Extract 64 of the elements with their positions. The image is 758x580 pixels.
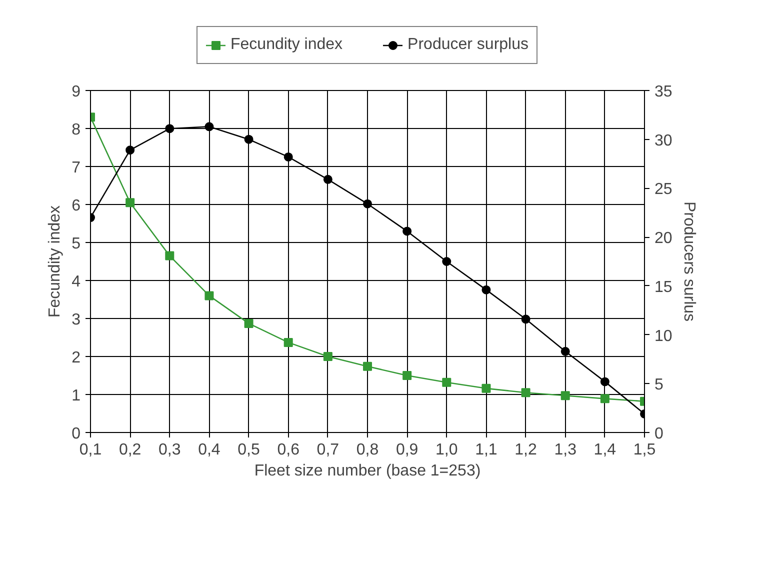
y2-tick-label: 25 bbox=[654, 181, 672, 198]
x-tick-label: 1,5 bbox=[633, 442, 656, 458]
y2-tick-label: 35 bbox=[654, 84, 672, 100]
point bbox=[204, 122, 214, 132]
y2-tick-label: 5 bbox=[654, 376, 664, 394]
x-tick-label: 0,8 bbox=[356, 442, 379, 458]
point bbox=[165, 124, 174, 134]
point bbox=[244, 318, 254, 328]
x-tick-label: 0,6 bbox=[277, 442, 300, 458]
point bbox=[521, 314, 530, 324]
x-tick-label: 1,1 bbox=[475, 442, 498, 458]
y-tick-label: 8 bbox=[72, 122, 81, 138]
point bbox=[600, 394, 610, 404]
y2-tick-label: 0 bbox=[654, 426, 664, 442]
y-tick-label: 2 bbox=[72, 350, 81, 366]
y2-tick-label: 10 bbox=[654, 328, 672, 345]
y2-tick-label: 30 bbox=[654, 132, 672, 150]
y2-tick-label: 15 bbox=[654, 278, 672, 296]
x-tick-label: 0,4 bbox=[198, 442, 220, 458]
point bbox=[363, 199, 372, 208]
x-tick-label: 0,5 bbox=[238, 442, 260, 458]
y-axis-title: Fecundity index bbox=[46, 205, 64, 318]
x-tick-label: 0,1 bbox=[79, 442, 102, 458]
x-tick-label: 0,9 bbox=[396, 442, 418, 458]
point bbox=[442, 378, 452, 387]
point bbox=[482, 384, 491, 393]
point bbox=[284, 338, 293, 347]
y2-tick-label: 20 bbox=[654, 230, 672, 248]
point bbox=[560, 391, 570, 400]
point bbox=[126, 146, 135, 155]
point bbox=[442, 257, 452, 266]
legend-label: Producer surplus bbox=[408, 36, 529, 54]
y-tick-label: 4 bbox=[72, 274, 81, 290]
x-tick-label: 1,0 bbox=[436, 442, 458, 458]
legend-label: Fecundity index bbox=[230, 36, 343, 54]
y-tick-label: 6 bbox=[72, 198, 81, 214]
point bbox=[323, 352, 332, 361]
point bbox=[600, 377, 610, 386]
x-tick-label: 1,2 bbox=[514, 442, 538, 458]
point bbox=[126, 198, 135, 208]
point bbox=[284, 152, 293, 162]
point bbox=[521, 388, 530, 398]
y-tick-label: 9 bbox=[72, 84, 81, 100]
x-axis-title: Fleet size number (base 1=253) bbox=[254, 462, 481, 480]
point bbox=[323, 174, 332, 184]
y-tick-label: 1 bbox=[72, 388, 81, 404]
x-tick-label: 1,3 bbox=[554, 442, 577, 458]
point bbox=[363, 362, 372, 371]
point bbox=[244, 134, 254, 144]
x-tick-label: 1,4 bbox=[594, 442, 616, 458]
x-tick-label: 0,2 bbox=[118, 442, 142, 458]
y2-axis-title: Producers surlus bbox=[680, 201, 698, 322]
y-tick-label: 5 bbox=[72, 236, 81, 252]
point bbox=[482, 285, 491, 294]
point bbox=[402, 371, 412, 380]
y-tick-label: 3 bbox=[72, 312, 81, 328]
y-tick-label: 7 bbox=[72, 160, 81, 176]
point bbox=[165, 251, 174, 260]
x-tick-label: 0,3 bbox=[158, 442, 181, 458]
point bbox=[402, 226, 412, 236]
x-tick-label: 0,7 bbox=[316, 442, 340, 458]
y-tick-label: 0 bbox=[72, 426, 81, 442]
point bbox=[560, 346, 570, 356]
point bbox=[204, 291, 214, 300]
